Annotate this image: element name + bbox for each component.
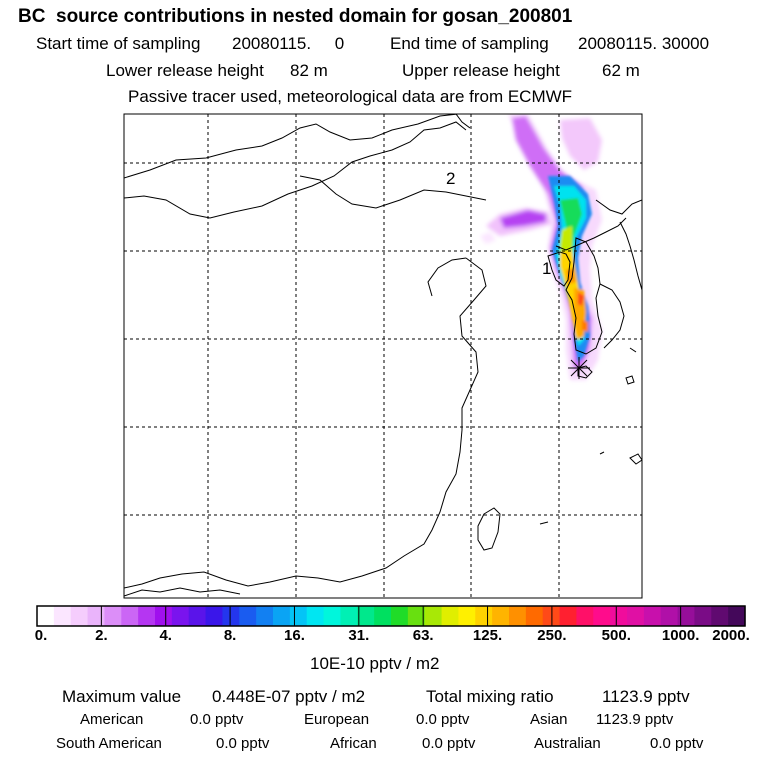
colorbar-cell <box>87 606 106 626</box>
total-mixing-label: Total mixing ratio <box>426 687 554 706</box>
colorbar-cell <box>475 606 493 626</box>
region-name-european: European <box>304 711 370 728</box>
lower-height-value: 82 m <box>290 61 328 80</box>
colorbar-cell <box>205 606 224 626</box>
end-label: End time of sampling <box>390 34 549 53</box>
colorbar-tick-label: 16. <box>284 627 305 644</box>
colorbar-cell <box>357 606 375 626</box>
colorbar-cell <box>121 606 139 626</box>
colorbar-cell <box>610 606 628 626</box>
colorbar-cell <box>155 606 173 626</box>
colorbar-cell <box>492 606 510 626</box>
colorbar-cell <box>188 606 207 626</box>
start-label: Start time of sampling <box>36 34 201 53</box>
colorbar-tick-label: 2. <box>95 627 108 644</box>
region-name-australian: Australian <box>534 735 601 752</box>
colorbar-cell <box>728 606 746 626</box>
max-value: 0.448E-07 pptv / m2 <box>212 687 366 706</box>
colorbar-cell <box>576 606 594 626</box>
colorbar-cell <box>374 606 392 626</box>
map-frame <box>123 113 643 599</box>
colorbar-cell <box>677 606 696 626</box>
colorbar-cell <box>711 606 729 626</box>
colorbar-tick-label: 31. <box>348 627 370 644</box>
colorbar-cell <box>323 606 342 626</box>
colorbar-cell <box>37 606 55 626</box>
region-value-south-american: 0.0 pptv <box>216 735 270 752</box>
colorbar-tick-label: 1000. <box>661 627 700 644</box>
colorbar-cell <box>138 606 156 626</box>
tracer-note: Passive tracer used, meteorological data… <box>128 87 573 106</box>
colorbar-cell <box>660 606 679 626</box>
colorbar-cell <box>458 606 476 626</box>
region-label-1: 1 <box>542 259 551 278</box>
colorbar-tick-label: 500. <box>601 627 631 644</box>
colorbar-units: 10E-10 pptv / m2 <box>310 654 440 673</box>
region-name-asian: Asian <box>530 711 568 728</box>
colorbar-cell <box>53 606 72 626</box>
colorbar-cell <box>171 606 190 626</box>
colorbar-tick-label: 8. <box>223 627 237 644</box>
colorbar-cell <box>104 606 122 626</box>
colorbar-cell <box>289 606 308 626</box>
map-title: BC source contributions in nested domain… <box>18 6 573 27</box>
region-value-european: 0.0 pptv <box>416 711 470 728</box>
colorbar-cell <box>70 606 89 626</box>
colorbar-cell <box>525 606 544 626</box>
colorbar-cell <box>306 606 325 626</box>
colorbar-cell <box>643 606 662 626</box>
colorbar-cell <box>627 606 645 626</box>
colorbar-cell <box>222 606 240 626</box>
region-name-south-american: South American <box>56 735 162 752</box>
region-name-american: American <box>80 711 144 728</box>
colorbar-tick-label: 2000. <box>712 627 750 644</box>
max-value-label: Maximum value <box>62 687 182 706</box>
region-value-african: 0.0 pptv <box>422 735 476 752</box>
colorbar-tick-label: 4. <box>159 627 172 644</box>
colorbar-cell <box>239 606 257 626</box>
colorbar-cell <box>340 606 358 626</box>
end-value: 20080115. 30000 <box>578 34 710 53</box>
colorbar-tick-label: 250. <box>537 627 567 644</box>
region-value-asian: 1123.9 pptv <box>596 711 674 728</box>
start-value: 20080115. 0 <box>232 34 345 53</box>
region-value-american: 0.0 pptv <box>190 711 244 728</box>
colorbar-tick-label: 63. <box>412 627 434 644</box>
colorbar-tick-label: 125. <box>472 627 503 644</box>
upper-height-label: Upper release height <box>402 61 560 80</box>
lower-height-label: Lower release height <box>106 61 264 80</box>
colorbar-tick-label: 0. <box>34 627 48 644</box>
coastlines <box>124 114 642 597</box>
receptor-star-icon <box>568 357 590 379</box>
colorbar-cell <box>256 606 274 626</box>
colorbar-frame <box>36 605 746 627</box>
total-mixing-value: 1123.9 pptv <box>602 687 690 706</box>
colorbar-cell <box>694 606 712 626</box>
colorbar-cell <box>509 606 527 626</box>
colorbar-cell <box>391 606 409 626</box>
region-name-african: African <box>330 735 377 752</box>
region-label-2: 2 <box>446 169 455 188</box>
colorbar-cell <box>424 606 443 626</box>
upper-height-value: 62 m <box>602 61 640 80</box>
lat-lon-grid <box>124 114 642 598</box>
colorbar-cell <box>407 606 426 626</box>
colorbar-cell <box>273 606 291 626</box>
contribution-plume <box>480 114 602 380</box>
colorbar-cell <box>559 606 578 626</box>
colorbar <box>37 606 746 626</box>
colorbar-cell <box>441 606 460 626</box>
region-value-australian: 0.0 pptv <box>650 735 704 752</box>
colorbar-cell <box>593 606 611 626</box>
